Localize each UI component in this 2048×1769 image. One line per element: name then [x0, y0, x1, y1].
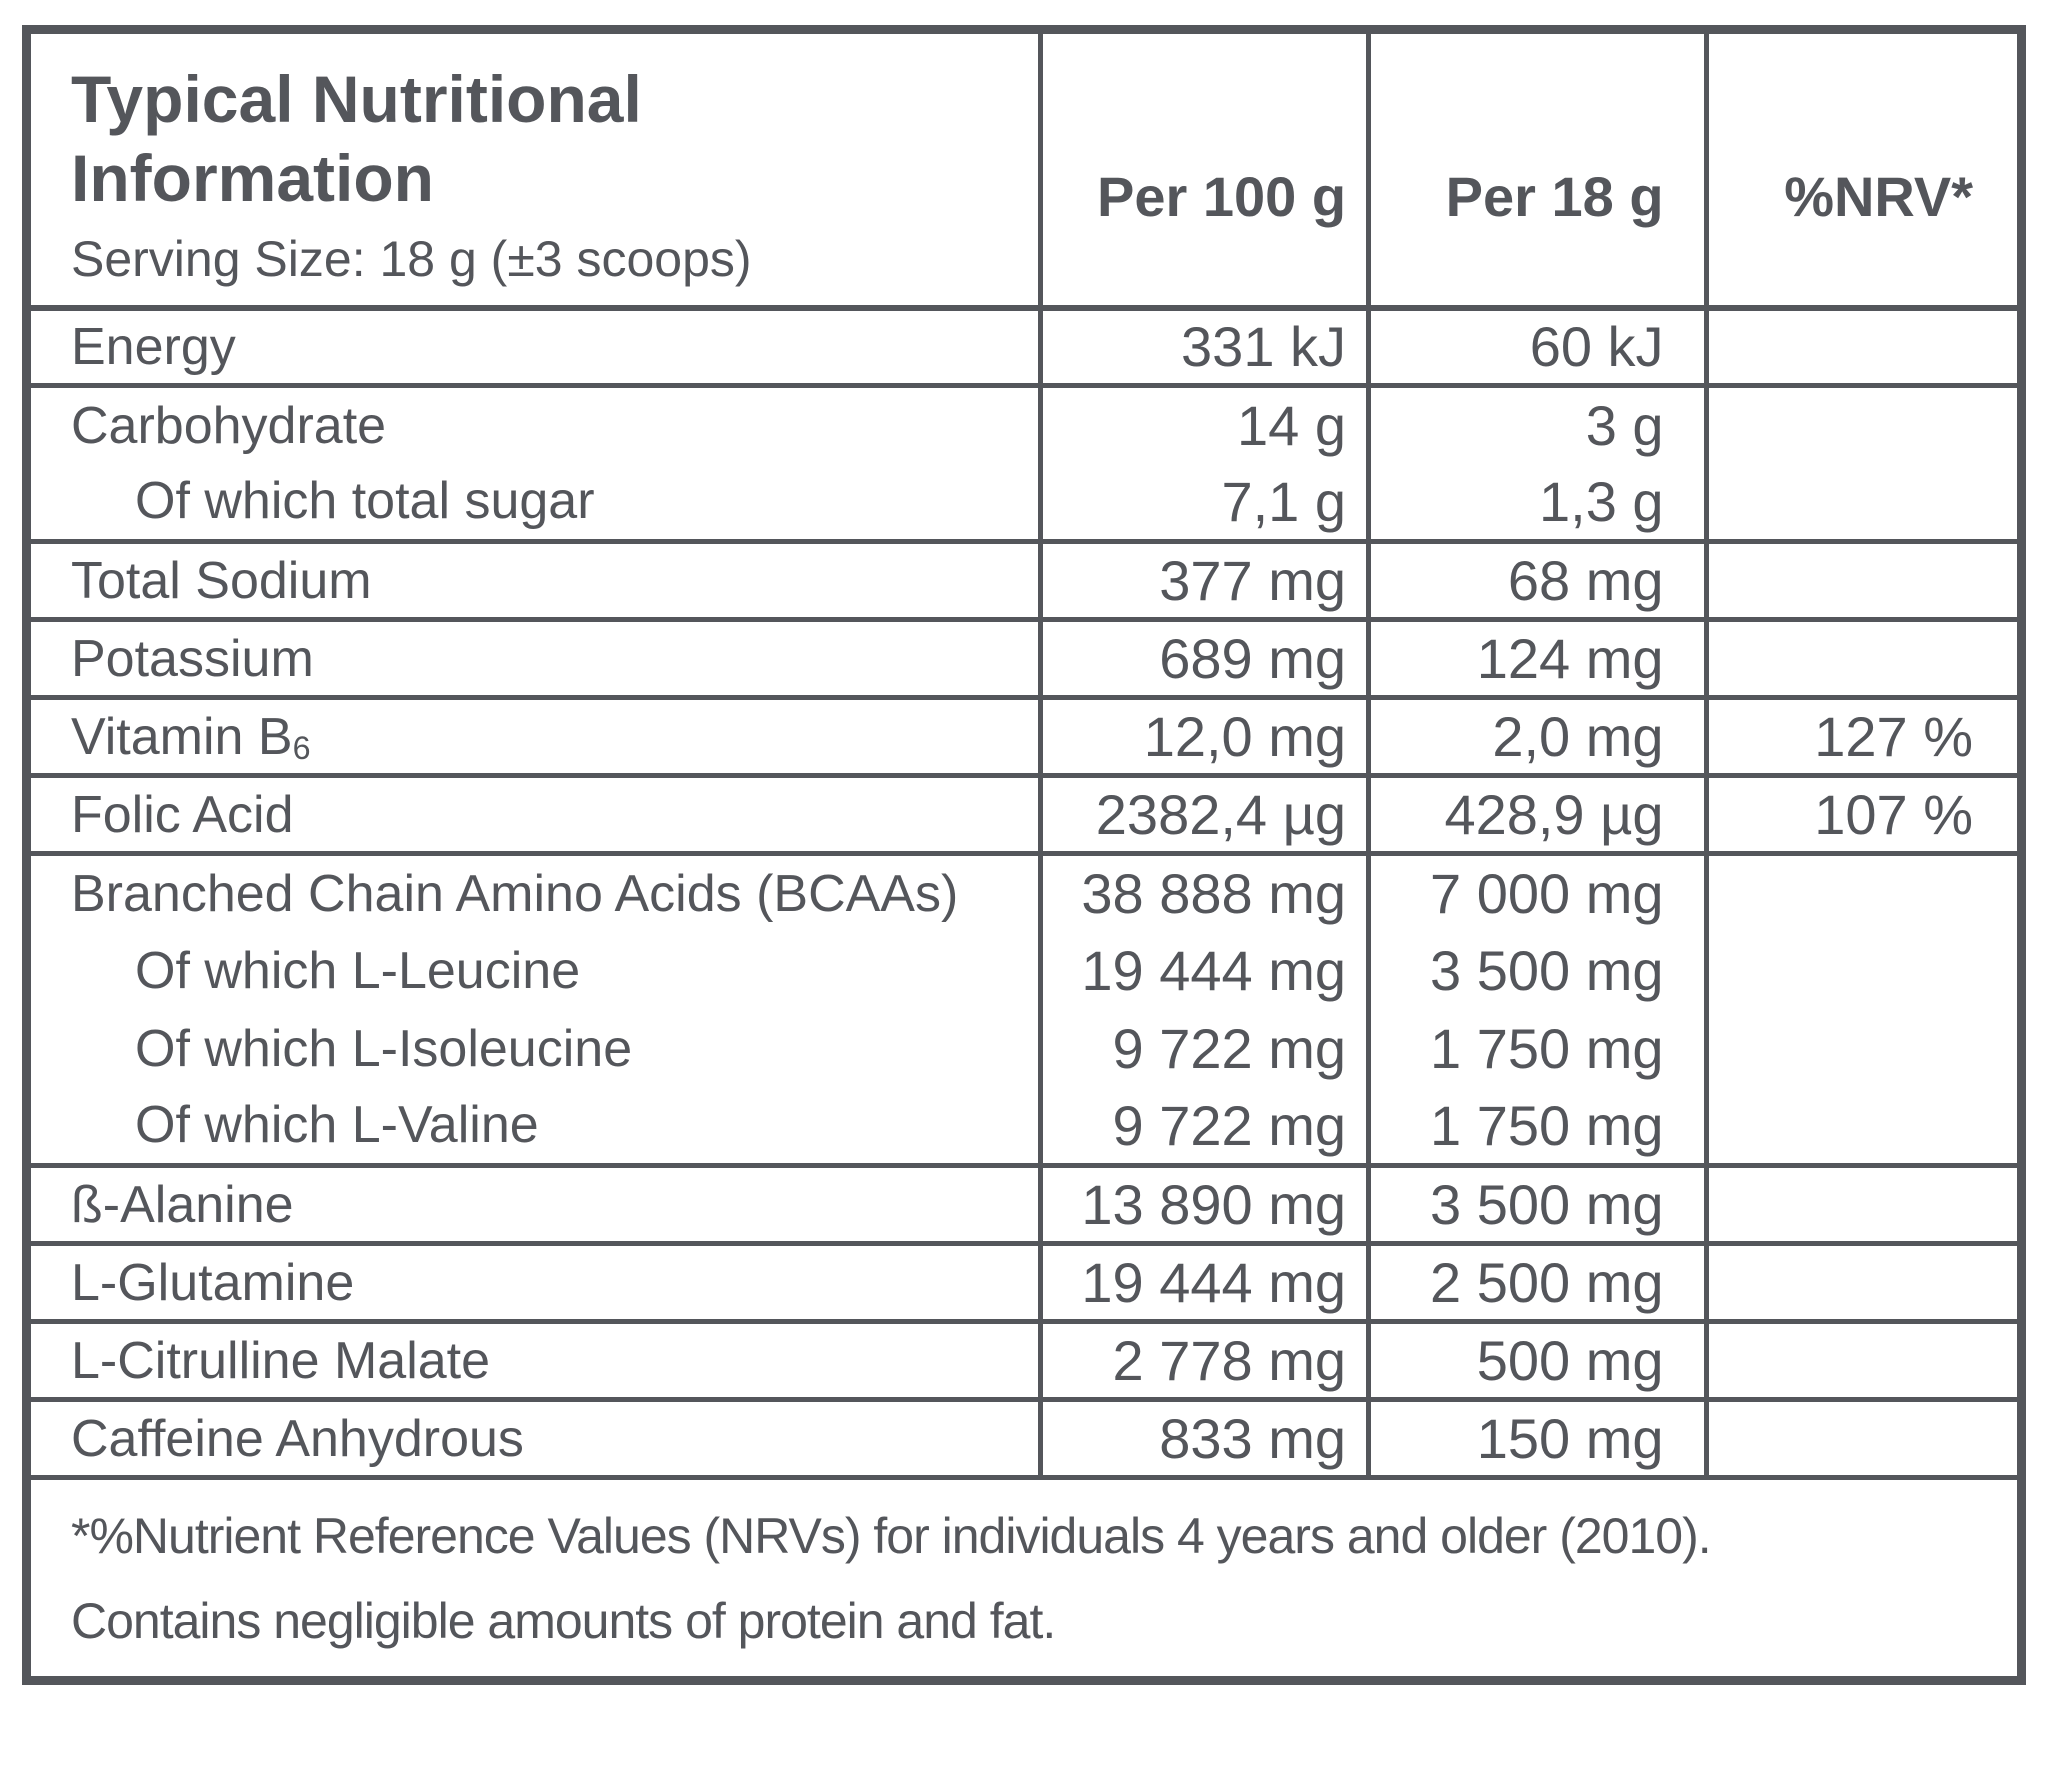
value-nrv — [1703, 619, 2022, 698]
value-per-18g: 124 mg — [1366, 619, 1707, 698]
value-nrv — [1703, 1399, 2022, 1478]
value-per-100g: 2382,4 µg — [1037, 775, 1369, 854]
value-nrv — [1703, 931, 2022, 1010]
row-label: ß-Alanine — [71, 1175, 294, 1234]
value-per-18g: 68 mg — [1366, 541, 1707, 620]
column-header-per-18g: Per 18 g — [1366, 29, 1707, 308]
row-label: Total Sodium — [71, 551, 372, 610]
value-nrv — [1703, 1009, 2022, 1088]
value-per-18g: 1,3 g — [1366, 463, 1707, 542]
column-header-per-100g: Per 100 g — [1037, 29, 1369, 308]
value-per-18g: 150 mg — [1366, 1399, 1707, 1478]
row-label: L-Glutamine — [71, 1253, 355, 1312]
value-per-100g: 9 722 mg — [1037, 1087, 1369, 1166]
row-label: Energy — [71, 317, 236, 376]
row-label: Vitamin B6 — [27, 698, 1041, 776]
header-row: Typical Nutritional Information Serving … — [26, 29, 2022, 308]
value-per-100g: 331 kJ — [1037, 307, 1369, 386]
title-cell: Typical Nutritional Information Serving … — [27, 30, 1041, 308]
row-label: Of which L-Valine — [135, 1096, 539, 1155]
table-row-caffeine-anhydrous: Caffeine Anhydrous 833 mg 150 mg — [26, 1399, 2022, 1478]
value-per-100g: 19 444 mg — [1037, 1243, 1369, 1322]
value-nrv — [1703, 385, 2022, 464]
value-per-18g: 60 kJ — [1366, 307, 1707, 386]
value-per-100g: 689 mg — [1037, 619, 1369, 698]
table-row-carbohydrate: Carbohydrate 14 g 3 g — [26, 385, 2022, 464]
table-row-folic-acid: Folic Acid 2382,4 µg 428,9 µg 107 % — [26, 775, 2022, 854]
table-row-energy: Energy 331 kJ 60 kJ — [27, 307, 2022, 386]
table-row-total-sugar: Of which total sugar 7,1 g 1,3 g — [27, 463, 2022, 542]
value-per-100g: 13 890 mg — [1037, 1165, 1369, 1244]
value-per-100g: 7,1 g — [1037, 463, 1369, 542]
footnote-line-2: Contains negligible amounts of protein a… — [71, 1593, 1056, 1649]
value-per-100g: 38 888 mg — [1037, 853, 1369, 932]
value-per-18g: 3 500 mg — [1366, 931, 1707, 1010]
value-per-18g: 1 750 mg — [1366, 1009, 1707, 1088]
table-row-beta-alanine: ß-Alanine 13 890 mg 3 500 mg — [26, 1165, 2022, 1244]
value-nrv: 127 % — [1703, 697, 2022, 776]
column-header-nrv: %NRV* — [1703, 29, 2022, 308]
table-row-bcaas: Branched Chain Amino Acids (BCAAs) 38 88… — [26, 853, 2022, 932]
value-per-100g: 9 722 mg — [1037, 1009, 1369, 1088]
value-per-18g: 3 500 mg — [1366, 1165, 1707, 1244]
value-per-100g: 12,0 mg — [1037, 697, 1369, 776]
table-title: Typical Nutritional Information — [71, 62, 642, 216]
value-nrv — [1703, 541, 2022, 620]
value-nrv — [1703, 1165, 2022, 1244]
row-label: Branched Chain Amino Acids (BCAAs) — [71, 864, 959, 923]
row-label: L-Citrulline Malate — [71, 1331, 491, 1390]
row-label: Of which total sugar — [135, 472, 595, 531]
value-nrv — [1703, 463, 2022, 542]
value-per-100g: 833 mg — [1037, 1399, 1369, 1478]
value-per-18g: 1 750 mg — [1366, 1087, 1707, 1166]
value-per-100g: 19 444 mg — [1037, 931, 1369, 1010]
value-per-100g: 2 778 mg — [1037, 1321, 1369, 1400]
value-nrv: 107 % — [1703, 775, 2022, 854]
value-per-18g: 500 mg — [1366, 1321, 1707, 1400]
table-row-l-leucine: Of which L-Leucine 19 444 mg 3 500 mg — [27, 931, 2022, 1010]
value-per-18g: 428,9 µg — [1366, 775, 1707, 854]
table-row-l-citrulline-malate: L-Citrulline Malate 2 778 mg 500 mg — [26, 1321, 2022, 1400]
table-row-potassium: Potassium 689 mg 124 mg — [26, 619, 2022, 698]
value-nrv — [1703, 307, 2022, 386]
value-per-18g: 7 000 mg — [1366, 853, 1707, 932]
row-label: Potassium — [71, 629, 314, 688]
row-label: Carbohydrate — [71, 396, 387, 455]
table-row-l-valine: Of which L-Valine 9 722 mg 1 750 mg — [27, 1087, 2022, 1166]
row-label: Folic Acid — [71, 785, 294, 844]
value-nrv — [1703, 1321, 2022, 1400]
table-row-vitamin-b6: Vitamin B6 12,0 mg 2,0 mg 127 % — [26, 697, 2022, 776]
nutrition-table: Typical Nutritional Information Serving … — [22, 25, 2026, 1685]
row-label: Caffeine Anhydrous — [71, 1409, 524, 1468]
table-row-total-sodium: Total Sodium 377 mg 68 mg — [26, 541, 2022, 620]
value-nrv — [1703, 853, 2022, 932]
row-label: Of which L-Isoleucine — [135, 1019, 633, 1078]
value-per-100g: 377 mg — [1037, 541, 1369, 620]
table-row-l-glutamine: L-Glutamine 19 444 mg 2 500 mg — [26, 1243, 2022, 1322]
footnote-line-1: *%Nutrient Reference Values (NRVs) for i… — [71, 1508, 1712, 1564]
value-per-18g: 3 g — [1366, 385, 1707, 464]
value-per-100g: 14 g — [1037, 385, 1369, 464]
table-row-l-isoleucine: Of which L-Isoleucine 9 722 mg 1 750 mg — [27, 1009, 2022, 1088]
footnote-cell: *%Nutrient Reference Values (NRVs) for i… — [27, 1478, 2022, 1681]
serving-size: Serving Size: 18 g (±3 scoops) — [71, 231, 752, 288]
value-per-18g: 2,0 mg — [1366, 697, 1707, 776]
vitamin-b6-text: Vitamin B — [71, 707, 293, 766]
vitamin-b6-subscript: 6 — [292, 729, 311, 766]
footnote-row: *%Nutrient Reference Values (NRVs) for i… — [26, 1477, 2022, 1681]
row-label: Of which L-Leucine — [135, 941, 581, 1000]
value-nrv — [1703, 1243, 2022, 1322]
value-nrv — [1703, 1087, 2022, 1166]
value-per-18g: 2 500 mg — [1366, 1243, 1707, 1322]
